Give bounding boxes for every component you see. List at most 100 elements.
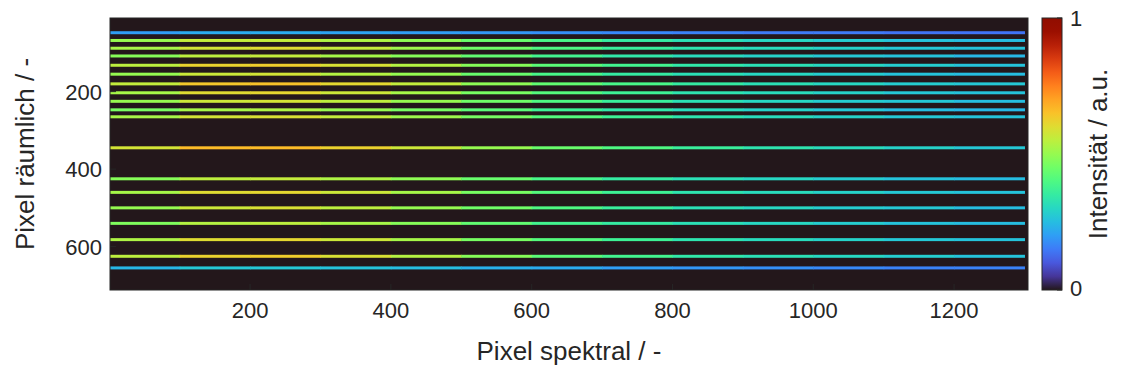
cell bbox=[884, 31, 955, 34]
cell bbox=[532, 177, 603, 180]
cell bbox=[672, 146, 743, 149]
cell bbox=[110, 39, 180, 42]
cell bbox=[954, 115, 1025, 118]
y-tick-label: 200 bbox=[65, 80, 102, 105]
cell bbox=[884, 100, 955, 103]
cell bbox=[320, 91, 391, 94]
colorbar-tick bbox=[1057, 18, 1062, 19]
cell bbox=[672, 266, 743, 269]
cell bbox=[672, 255, 743, 258]
cell bbox=[391, 177, 462, 180]
cell bbox=[743, 177, 814, 180]
cell bbox=[391, 146, 462, 149]
cell bbox=[532, 100, 603, 103]
cell bbox=[743, 108, 814, 111]
cell bbox=[813, 146, 884, 149]
cell bbox=[250, 191, 321, 194]
cell bbox=[250, 82, 321, 85]
cell bbox=[320, 100, 391, 103]
cell bbox=[954, 64, 1025, 67]
cell bbox=[180, 108, 251, 111]
cell bbox=[250, 266, 321, 269]
cell bbox=[461, 82, 532, 85]
cell bbox=[110, 73, 180, 76]
cell bbox=[320, 177, 391, 180]
cell bbox=[461, 54, 532, 57]
x-tick bbox=[390, 284, 391, 290]
cell bbox=[180, 115, 251, 118]
cell bbox=[180, 206, 251, 209]
cell bbox=[602, 206, 673, 209]
cell bbox=[180, 177, 251, 180]
cell bbox=[884, 82, 955, 85]
cell bbox=[180, 91, 251, 94]
cell bbox=[743, 266, 814, 269]
cell bbox=[954, 82, 1025, 85]
cell bbox=[391, 73, 462, 76]
cell bbox=[391, 255, 462, 258]
cell bbox=[884, 266, 955, 269]
cell bbox=[602, 222, 673, 225]
cell bbox=[743, 31, 814, 34]
cell bbox=[110, 54, 180, 57]
cell bbox=[954, 47, 1025, 50]
cell bbox=[250, 206, 321, 209]
cell bbox=[672, 73, 743, 76]
x-tick bbox=[813, 284, 814, 290]
cell bbox=[743, 191, 814, 194]
cell bbox=[813, 31, 884, 34]
cell bbox=[391, 82, 462, 85]
x-tick-label: 1000 bbox=[789, 298, 838, 323]
cell bbox=[954, 31, 1025, 34]
cell bbox=[110, 108, 180, 111]
cell bbox=[743, 206, 814, 209]
cell bbox=[884, 146, 955, 149]
cell bbox=[532, 108, 603, 111]
cell bbox=[813, 266, 884, 269]
cell bbox=[180, 73, 251, 76]
cell bbox=[180, 146, 251, 149]
cell bbox=[954, 108, 1025, 111]
cell bbox=[110, 238, 180, 241]
x-tick-label: 600 bbox=[513, 298, 550, 323]
cell bbox=[180, 64, 251, 67]
cell bbox=[743, 255, 814, 258]
cell bbox=[250, 238, 321, 241]
cell bbox=[602, 31, 673, 34]
cell bbox=[461, 64, 532, 67]
y-tick bbox=[110, 246, 116, 247]
cell bbox=[743, 82, 814, 85]
cell bbox=[110, 100, 180, 103]
cell bbox=[813, 82, 884, 85]
colorbar-tick-label: 0 bbox=[1070, 276, 1082, 301]
cell bbox=[954, 191, 1025, 194]
cell bbox=[743, 47, 814, 50]
cell bbox=[532, 47, 603, 50]
cell bbox=[461, 255, 532, 258]
cell bbox=[602, 266, 673, 269]
cell bbox=[672, 100, 743, 103]
cell bbox=[602, 191, 673, 194]
cell bbox=[672, 91, 743, 94]
cell bbox=[110, 82, 180, 85]
colorbar-tick-label: 1 bbox=[1070, 6, 1082, 31]
cell bbox=[391, 238, 462, 241]
cell bbox=[461, 146, 532, 149]
cell bbox=[250, 47, 321, 50]
cell bbox=[391, 115, 462, 118]
cell bbox=[532, 73, 603, 76]
cell bbox=[954, 73, 1025, 76]
y-tick bbox=[110, 91, 116, 92]
cell bbox=[320, 47, 391, 50]
cell bbox=[461, 100, 532, 103]
cell bbox=[884, 115, 955, 118]
cell bbox=[813, 206, 884, 209]
cell bbox=[320, 31, 391, 34]
cell bbox=[602, 177, 673, 180]
cell bbox=[672, 47, 743, 50]
cell bbox=[813, 47, 884, 50]
cell bbox=[391, 222, 462, 225]
cell bbox=[532, 64, 603, 67]
cell bbox=[180, 191, 251, 194]
cell bbox=[602, 91, 673, 94]
